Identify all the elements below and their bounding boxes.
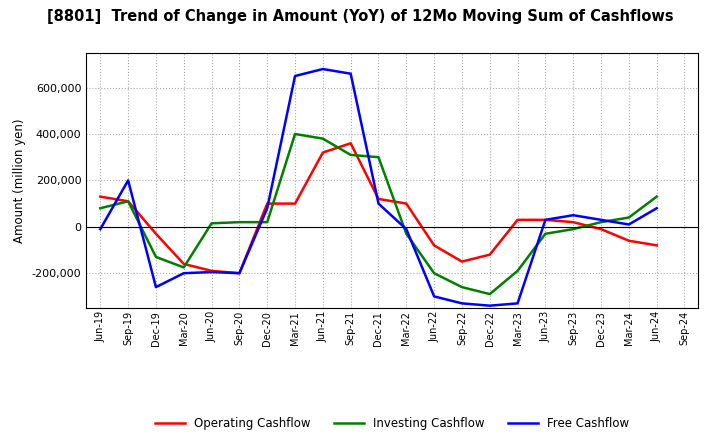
Free Cashflow bbox=[402, 227, 410, 232]
Investing Cashflow bbox=[291, 132, 300, 137]
Operating Cashflow bbox=[513, 217, 522, 223]
Investing Cashflow bbox=[263, 220, 271, 225]
Free Cashflow bbox=[235, 271, 243, 276]
Investing Cashflow bbox=[235, 220, 243, 225]
Investing Cashflow bbox=[458, 285, 467, 290]
Operating Cashflow bbox=[624, 238, 633, 243]
Investing Cashflow bbox=[541, 231, 550, 236]
Investing Cashflow bbox=[207, 221, 216, 226]
Free Cashflow bbox=[346, 71, 355, 76]
Text: [8801]  Trend of Change in Amount (YoY) of 12Mo Moving Sum of Cashflows: [8801] Trend of Change in Amount (YoY) o… bbox=[47, 9, 673, 24]
Investing Cashflow bbox=[430, 271, 438, 276]
Free Cashflow bbox=[569, 213, 577, 218]
Operating Cashflow bbox=[263, 201, 271, 206]
Free Cashflow bbox=[207, 269, 216, 275]
Operating Cashflow bbox=[485, 252, 494, 257]
Operating Cashflow bbox=[179, 261, 188, 267]
Investing Cashflow bbox=[124, 198, 132, 204]
Operating Cashflow bbox=[152, 231, 161, 236]
Operating Cashflow bbox=[652, 243, 661, 248]
Operating Cashflow bbox=[458, 259, 467, 264]
Operating Cashflow bbox=[124, 198, 132, 204]
Operating Cashflow bbox=[235, 271, 243, 276]
Investing Cashflow bbox=[374, 154, 383, 160]
Free Cashflow bbox=[152, 285, 161, 290]
Free Cashflow bbox=[541, 217, 550, 223]
Free Cashflow bbox=[458, 301, 467, 306]
Free Cashflow bbox=[513, 301, 522, 306]
Operating Cashflow bbox=[96, 194, 104, 199]
Free Cashflow bbox=[597, 217, 606, 223]
Free Cashflow bbox=[624, 222, 633, 227]
Y-axis label: Amount (million yen): Amount (million yen) bbox=[14, 118, 27, 242]
Investing Cashflow bbox=[346, 152, 355, 158]
Free Cashflow bbox=[430, 294, 438, 299]
Operating Cashflow bbox=[207, 268, 216, 274]
Investing Cashflow bbox=[569, 227, 577, 232]
Free Cashflow bbox=[96, 227, 104, 232]
Investing Cashflow bbox=[179, 265, 188, 270]
Line: Free Cashflow: Free Cashflow bbox=[100, 69, 657, 306]
Operating Cashflow bbox=[318, 150, 327, 155]
Investing Cashflow bbox=[152, 254, 161, 260]
Operating Cashflow bbox=[541, 217, 550, 223]
Free Cashflow bbox=[652, 205, 661, 211]
Investing Cashflow bbox=[597, 220, 606, 225]
Investing Cashflow bbox=[96, 205, 104, 211]
Free Cashflow bbox=[124, 178, 132, 183]
Free Cashflow bbox=[291, 73, 300, 79]
Free Cashflow bbox=[263, 205, 271, 211]
Line: Investing Cashflow: Investing Cashflow bbox=[100, 134, 657, 294]
Free Cashflow bbox=[179, 271, 188, 276]
Operating Cashflow bbox=[374, 196, 383, 202]
Operating Cashflow bbox=[430, 243, 438, 248]
Operating Cashflow bbox=[346, 141, 355, 146]
Free Cashflow bbox=[485, 303, 494, 308]
Operating Cashflow bbox=[402, 201, 410, 206]
Legend: Operating Cashflow, Investing Cashflow, Free Cashflow: Operating Cashflow, Investing Cashflow, … bbox=[150, 412, 634, 435]
Line: Operating Cashflow: Operating Cashflow bbox=[100, 143, 657, 273]
Investing Cashflow bbox=[652, 194, 661, 199]
Investing Cashflow bbox=[485, 291, 494, 297]
Investing Cashflow bbox=[402, 231, 410, 236]
Operating Cashflow bbox=[291, 201, 300, 206]
Operating Cashflow bbox=[569, 220, 577, 225]
Investing Cashflow bbox=[513, 268, 522, 274]
Free Cashflow bbox=[318, 66, 327, 72]
Operating Cashflow bbox=[597, 227, 606, 232]
Investing Cashflow bbox=[318, 136, 327, 141]
Investing Cashflow bbox=[624, 215, 633, 220]
Free Cashflow bbox=[374, 201, 383, 206]
